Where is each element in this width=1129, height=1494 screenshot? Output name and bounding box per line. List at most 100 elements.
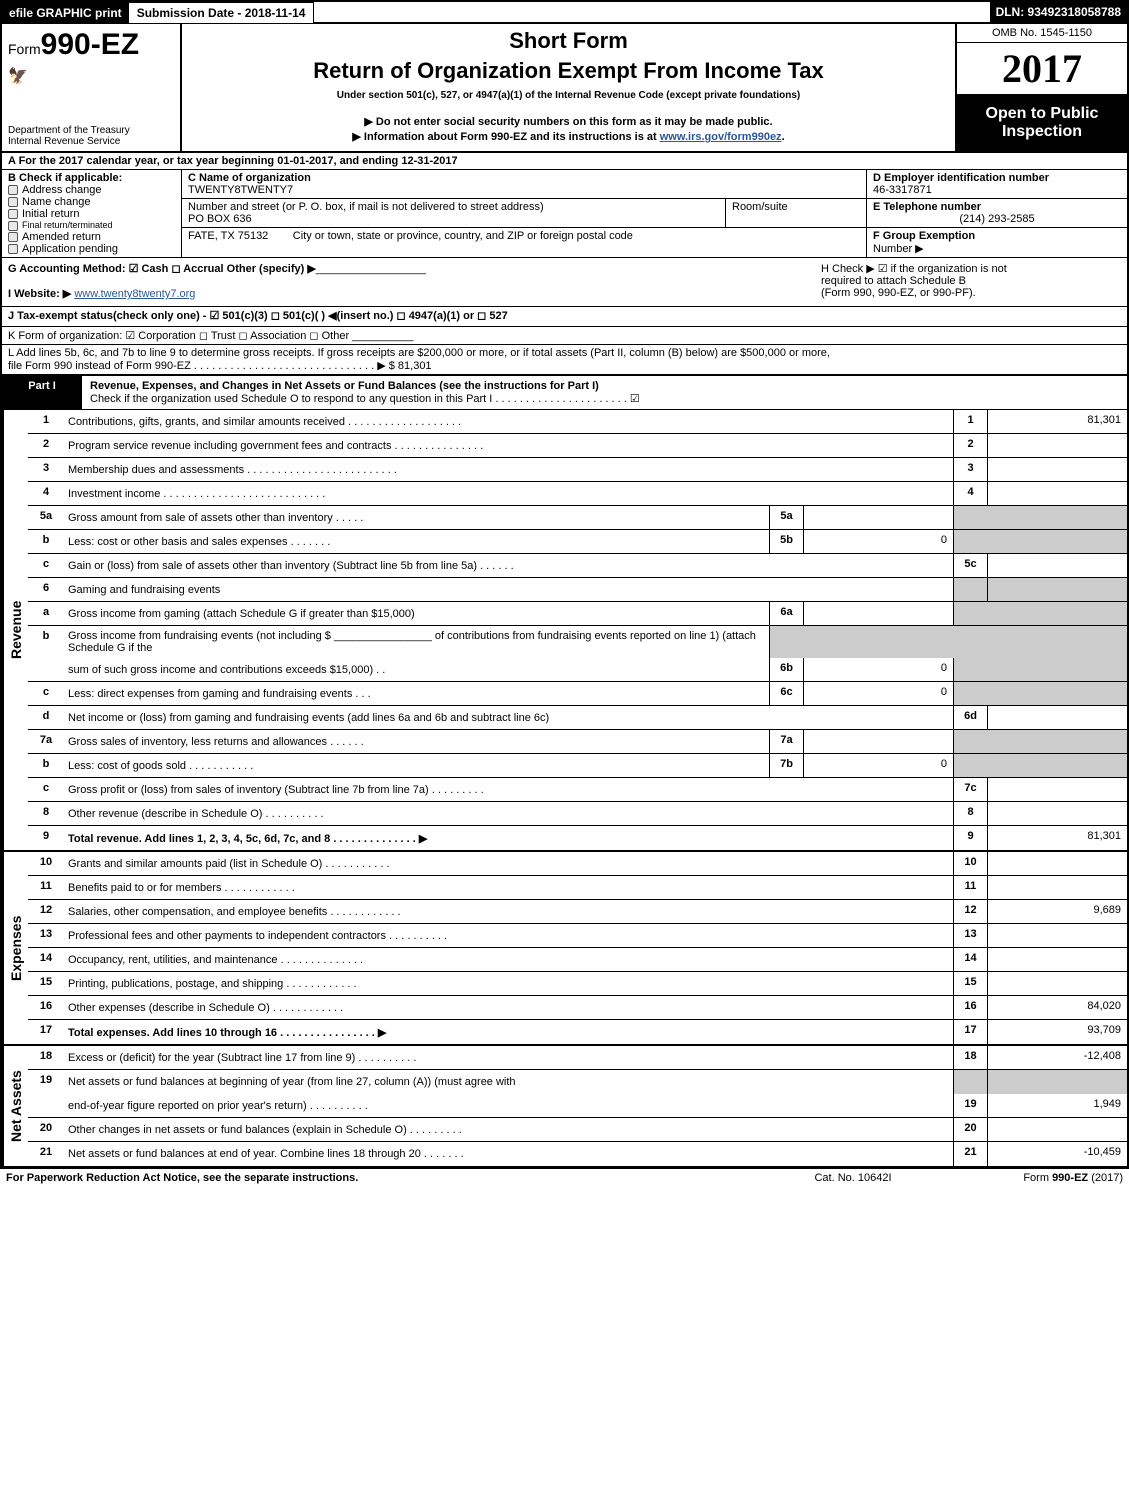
line-rnum: 21 bbox=[953, 1142, 987, 1166]
net-assets-vertical-label: Net Assets bbox=[2, 1046, 28, 1166]
under-section: Under section 501(c), 527, or 4947(a)(1)… bbox=[192, 90, 945, 101]
line-1: 1Contributions, gifts, grants, and simil… bbox=[28, 410, 1127, 434]
line-rnum: 10 bbox=[953, 852, 987, 875]
line-num: 16 bbox=[28, 996, 64, 1019]
row-a-pre: A For the 2017 calendar year, or tax yea… bbox=[8, 155, 277, 167]
line-4: 4Investment income . . . . . . . . . . .… bbox=[28, 482, 1127, 506]
mid-label: 6b bbox=[769, 658, 803, 681]
line-desc: Net assets or fund balances at beginning… bbox=[64, 1070, 953, 1094]
ein-row: D Employer identification number 46-3317… bbox=[867, 170, 1127, 199]
phone-row: E Telephone number (214) 293-2585 bbox=[867, 199, 1127, 228]
street-cell: Number and street (or P. O. box, if mail… bbox=[182, 199, 726, 227]
website-link[interactable]: www.twenty8twenty7.org bbox=[74, 288, 195, 300]
cb-final-return[interactable]: Final return/terminated bbox=[8, 220, 175, 231]
ein-value: 46-3317871 bbox=[873, 184, 932, 196]
line-rnum: 14 bbox=[953, 948, 987, 971]
line-num: 14 bbox=[28, 948, 64, 971]
cb-amended-return[interactable]: Amended return bbox=[8, 231, 175, 243]
line-rval: 84,020 bbox=[987, 996, 1127, 1019]
cb-initial-return[interactable]: Initial return bbox=[8, 208, 175, 220]
irs-link[interactable]: www.irs.gov/form990ez bbox=[660, 131, 782, 143]
line-rnum: 13 bbox=[953, 924, 987, 947]
row-a-end: 12-31-2017 bbox=[401, 155, 457, 167]
tax-year: 2017 bbox=[957, 43, 1127, 95]
expenses-body: 10Grants and similar amounts paid (list … bbox=[28, 852, 1127, 1044]
mid-val bbox=[803, 730, 953, 753]
row-g-text: G Accounting Method: ☑ Cash ◻ Accrual Ot… bbox=[8, 263, 316, 275]
line-19-pre: 19Net assets or fund balances at beginni… bbox=[28, 1070, 1127, 1094]
footer-r-bold: 990-EZ bbox=[1052, 1172, 1088, 1184]
line-9: 9Total revenue. Add lines 1, 2, 3, 4, 5c… bbox=[28, 826, 1127, 850]
line-11: 11Benefits paid to or for members . . . … bbox=[28, 876, 1127, 900]
dept-line-2: Internal Revenue Service bbox=[8, 136, 174, 147]
line-6c: cLess: direct expenses from gaming and f… bbox=[28, 682, 1127, 706]
mid-label: 6a bbox=[769, 602, 803, 625]
topbar-spacer bbox=[314, 2, 989, 24]
street-label: Number and street (or P. O. box, if mail… bbox=[188, 201, 544, 213]
part-i-header-row: Part I Revenue, Expenses, and Changes in… bbox=[2, 376, 1127, 410]
header-center: Short Form Return of Organization Exempt… bbox=[182, 24, 957, 151]
efile-print-button[interactable]: efile GRAPHIC print bbox=[2, 2, 129, 24]
row-i-website: I Website: ▶ www.twenty8twenty7.org bbox=[8, 285, 821, 302]
open-to-public: Open to Public Inspection bbox=[957, 95, 1127, 151]
revenue-section: Revenue 1Contributions, gifts, grants, a… bbox=[2, 410, 1127, 852]
shaded-gap bbox=[769, 626, 1127, 658]
line-6a: aGross income from gaming (attach Schedu… bbox=[28, 602, 1127, 626]
line-desc: Net income or (loss) from gaming and fun… bbox=[64, 706, 953, 729]
do-not-enter-ssn: ▶ Do not enter social security numbers o… bbox=[192, 115, 945, 128]
row-h-schedule-b: H Check ▶ ☑ if the organization is not r… bbox=[821, 262, 1121, 302]
checkbox-icon bbox=[8, 197, 18, 207]
line-rnum: 16 bbox=[953, 996, 987, 1019]
line-rval bbox=[987, 554, 1127, 577]
line-10: 10Grants and similar amounts paid (list … bbox=[28, 852, 1127, 876]
line-rval bbox=[987, 706, 1127, 729]
line-rval: -10,459 bbox=[987, 1142, 1127, 1166]
line-desc: Benefits paid to or for members . . . . … bbox=[64, 876, 953, 899]
line-rnum: 2 bbox=[953, 434, 987, 457]
mid-val: 0 bbox=[803, 682, 953, 705]
line-num: 10 bbox=[28, 852, 64, 875]
line-num: 12 bbox=[28, 900, 64, 923]
line-rval-shade bbox=[987, 1070, 1127, 1094]
open-line-1: Open to Public bbox=[961, 105, 1123, 123]
return-title: Return of Organization Exempt From Incom… bbox=[192, 58, 945, 84]
info-post: . bbox=[782, 131, 785, 143]
row-gh: G Accounting Method: ☑ Cash ◻ Accrual Ot… bbox=[2, 258, 1127, 307]
line-12: 12Salaries, other compensation, and empl… bbox=[28, 900, 1127, 924]
line-desc: Gain or (loss) from sale of assets other… bbox=[64, 554, 953, 577]
line-rnum: 11 bbox=[953, 876, 987, 899]
line-desc: Investment income . . . . . . . . . . . … bbox=[64, 482, 953, 505]
line-17: 17Total expenses. Add lines 10 through 1… bbox=[28, 1020, 1127, 1044]
website-label: I Website: ▶ bbox=[8, 288, 71, 300]
org-name-label: C Name of organization bbox=[188, 172, 311, 184]
line-rnum: 7c bbox=[953, 778, 987, 801]
city-label: City or town, state or province, country… bbox=[293, 230, 633, 242]
row-h-line-3: (Form 990, 990-EZ, or 990-PF). bbox=[821, 287, 1121, 299]
line-num: 2 bbox=[28, 434, 64, 457]
line-num: c bbox=[28, 554, 64, 577]
cb-name-change[interactable]: Name change bbox=[8, 196, 175, 208]
line-num: c bbox=[28, 778, 64, 801]
checkbox-icon bbox=[8, 185, 18, 195]
line-desc: sum of such gross income and contributio… bbox=[64, 658, 769, 681]
col-c-org-info: C Name of organization TWENTY8TWENTY7 Nu… bbox=[182, 170, 867, 257]
row-a-begin: 01-01-2017 bbox=[277, 155, 333, 167]
line-rnum: 4 bbox=[953, 482, 987, 505]
line-rnum: 17 bbox=[953, 1020, 987, 1044]
checkbox-icon bbox=[8, 244, 18, 254]
shaded-gap bbox=[953, 754, 1127, 777]
row-h-line-2: required to attach Schedule B bbox=[821, 275, 1121, 287]
cb-label: Amended return bbox=[22, 231, 101, 243]
cb-address-change[interactable]: Address change bbox=[8, 184, 175, 196]
cb-label: Application pending bbox=[22, 243, 118, 255]
topbar: efile GRAPHIC print Submission Date - 20… bbox=[2, 2, 1127, 24]
line-num: 17 bbox=[28, 1020, 64, 1044]
line-rval bbox=[987, 1118, 1127, 1141]
line-rval bbox=[987, 434, 1127, 457]
line-rval: 9,689 bbox=[987, 900, 1127, 923]
line-desc: Gross profit or (loss) from sales of inv… bbox=[64, 778, 953, 801]
cb-application-pending[interactable]: Application pending bbox=[8, 243, 175, 255]
page-footer: For Paperwork Reduction Act Notice, see … bbox=[0, 1169, 1129, 1187]
org-name-row: C Name of organization TWENTY8TWENTY7 bbox=[182, 170, 866, 199]
mid-val: 0 bbox=[803, 754, 953, 777]
